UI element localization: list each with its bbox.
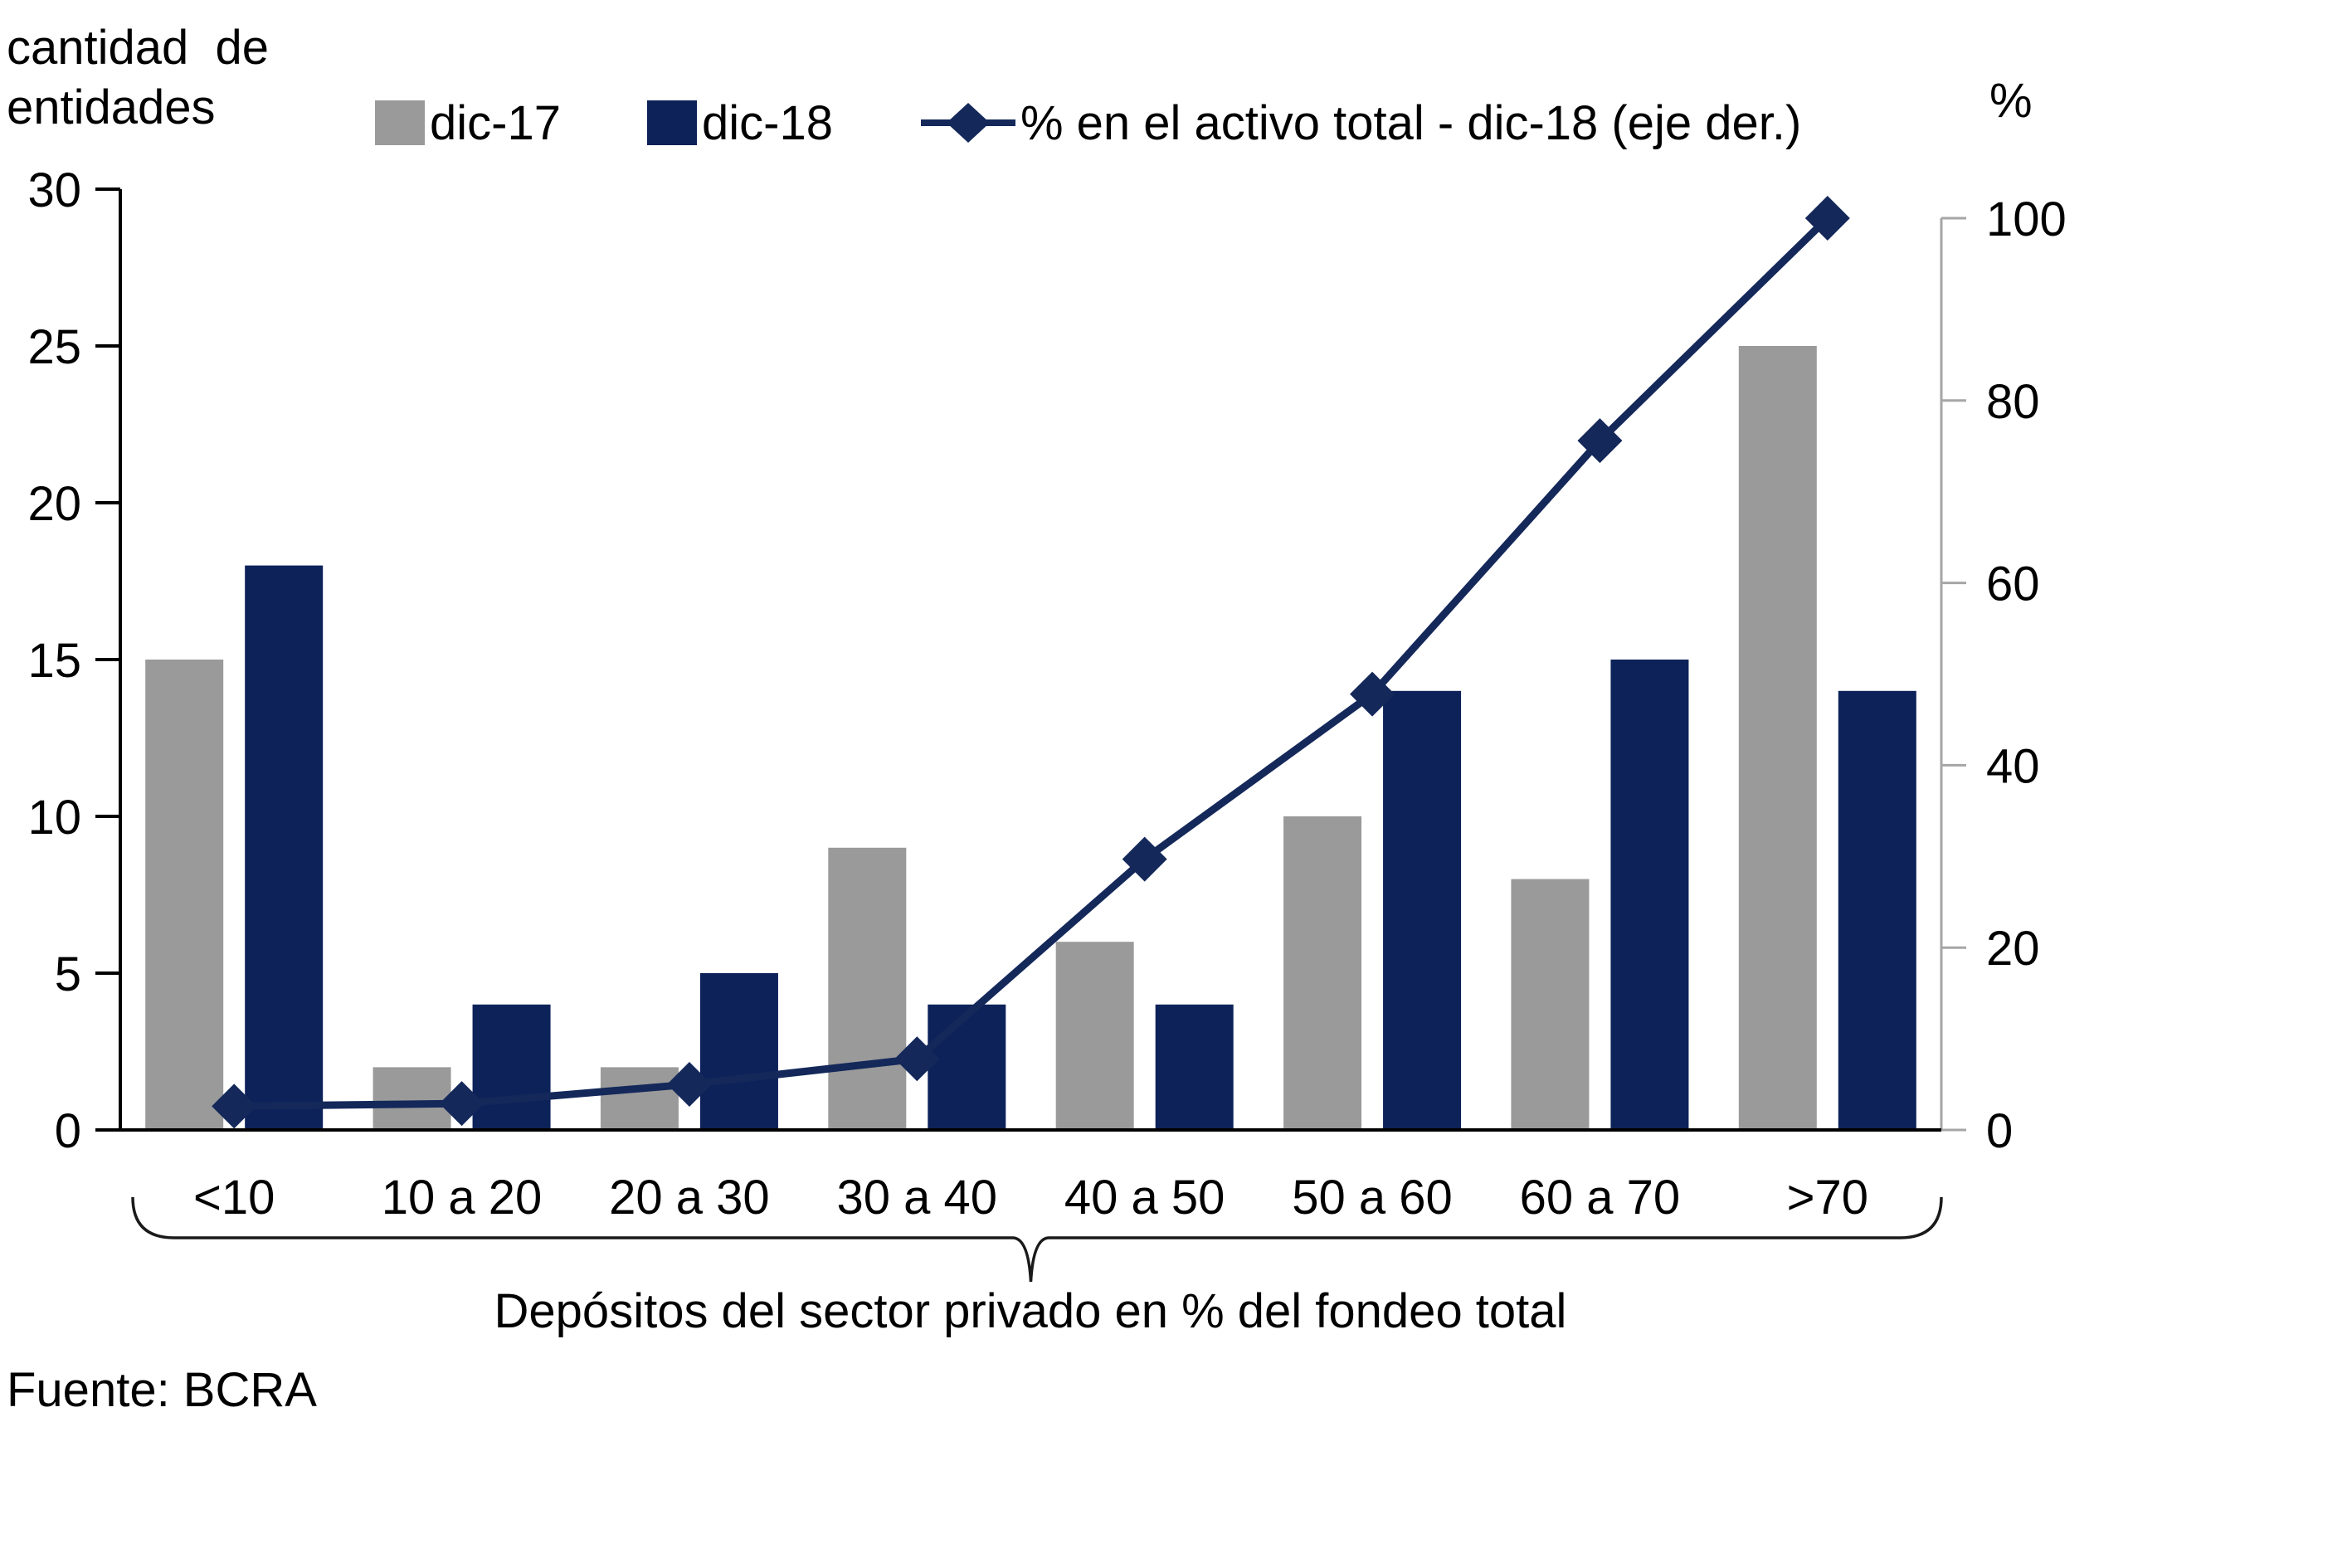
left-axis-title: cantidad de entidades	[7, 18, 269, 138]
line-marker-diamond	[1122, 836, 1167, 882]
right-axis-symbol: %	[1989, 74, 2033, 128]
line-marker-diamond	[1350, 671, 1395, 717]
right-axis-tick-label: 40	[1986, 739, 2040, 793]
left-axis-tick-label: 30	[27, 163, 81, 217]
source-note: Fuente: BCRA	[7, 1363, 317, 1417]
legend-item-dic17: dic-17	[375, 95, 561, 151]
bar-dic18	[1383, 690, 1462, 1130]
left-axis-tick-label: 15	[27, 634, 81, 688]
right-axis-tick-label: 20	[1986, 922, 2040, 976]
trend-line	[234, 215, 1830, 1110]
bar-dic18	[1610, 660, 1689, 1130]
x-axis-brace	[131, 1196, 1943, 1283]
x-category-label: 40 a 50	[1064, 1171, 1225, 1225]
x-category-label: 30 a 40	[837, 1171, 998, 1225]
bar-dic18	[245, 565, 324, 1130]
x-category-label: 20 a 30	[609, 1171, 770, 1225]
bar-dic18	[699, 973, 778, 1130]
legend: dic-17 dic-18 % en el activo total - dic…	[375, 93, 1801, 153]
line-marker-diamond	[439, 1081, 485, 1127]
bar-dic17	[1055, 942, 1134, 1130]
bar-dic18	[1838, 690, 1916, 1130]
x-category-label: >70	[1787, 1171, 1868, 1225]
line-diamond-marker-icon	[920, 103, 1015, 143]
bar-dic17	[600, 1067, 679, 1130]
legend-label-line: % en el activo total - dic-18 (eje der.)	[1020, 95, 1802, 150]
bar-dic17	[1283, 816, 1362, 1130]
left-axis-title-line2: entidades	[7, 80, 216, 134]
line-marker-diamond	[1577, 418, 1623, 464]
legend-label-dic17: dic-17	[430, 95, 561, 150]
right-axis-tick-label: 0	[1986, 1104, 2013, 1158]
bar-dic18	[472, 1004, 551, 1130]
legend-label-dic18: dic-18	[701, 95, 833, 150]
bar-dic18	[928, 1004, 1006, 1130]
bar-dic18	[1155, 1004, 1234, 1130]
dic17-swatch-icon	[375, 100, 425, 145]
x-category-label: <10	[193, 1171, 275, 1225]
left-axis-tick-label: 0	[55, 1104, 81, 1158]
line-marker-diamond	[212, 1083, 257, 1129]
line-marker-diamond	[1804, 196, 1850, 241]
left-axis-tick-label: 25	[27, 320, 81, 374]
legend-item-line: % en el activo total - dic-18 (eje der.)	[919, 95, 1801, 151]
x-category-label: 60 a 70	[1520, 1171, 1681, 1225]
x-category-label: 10 a 20	[382, 1171, 543, 1225]
legend-item-dic18: dic-18	[646, 95, 833, 151]
x-category-label: 50 a 60	[1292, 1171, 1453, 1225]
bar-dic17	[145, 660, 224, 1130]
left-axis-tick-label: 5	[55, 947, 81, 1001]
left-axis-tick-label: 20	[27, 477, 81, 531]
line-marker-diamond	[666, 1062, 712, 1108]
left-axis-tick-label: 10	[27, 791, 81, 845]
right-axis-tick-label: 100	[1986, 192, 2067, 246]
right-axis-tick-label: 80	[1986, 375, 2040, 429]
bar-dic17	[828, 847, 907, 1130]
line-marker-diamond	[894, 1036, 940, 1082]
bar-dic17	[373, 1067, 451, 1130]
bar-dic17	[1738, 346, 1817, 1130]
dic18-swatch-icon	[646, 100, 697, 145]
left-axis-title-line1: cantidad de	[7, 21, 270, 75]
right-axis-tick-label: 60	[1986, 558, 2040, 611]
x-axis-title: Depósitos del sector privado en % del fo…	[494, 1284, 1567, 1338]
bar-dic17	[1511, 879, 1590, 1130]
